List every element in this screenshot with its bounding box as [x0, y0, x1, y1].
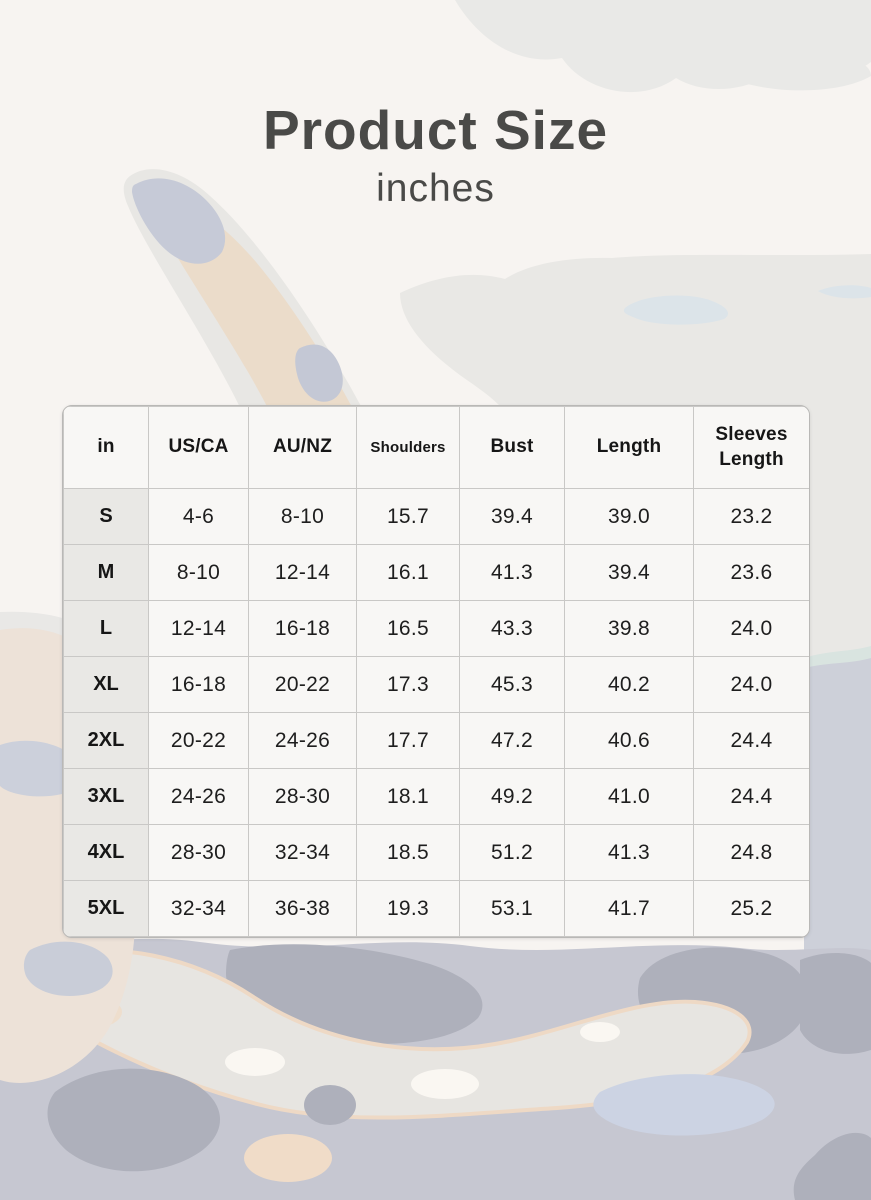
cell-us-ca: 28-30	[148, 824, 249, 881]
cell-shoulders: 19.3	[356, 880, 460, 937]
right-shore-art	[804, 646, 871, 980]
cell-sleeves-length: 24.8	[693, 824, 809, 881]
cell-au-nz: 24-26	[248, 712, 357, 769]
cell-shoulders: 17.3	[356, 656, 460, 713]
size-table: in US/CA AU/NZ Shoulders Bust Length Sle…	[63, 406, 809, 937]
table-row-m: M 8-10 12-14 16.1 41.3 39.4 23.6	[63, 544, 809, 601]
cell-bust: 53.1	[459, 880, 565, 937]
table-row-s: S 4-6 8-10 15.7 39.4 39.0 23.2	[63, 488, 809, 545]
cell-length: 41.3	[564, 824, 694, 881]
table-row-3xl: 3XL 24-26 28-30 18.1 49.2 41.0 24.4	[63, 768, 809, 825]
cell-bust: 49.2	[459, 768, 565, 825]
cell-us-ca: 20-22	[148, 712, 249, 769]
cell-sleeves-length: 24.4	[693, 768, 809, 825]
col-header-sleeves-length: Sleeves Length	[693, 406, 809, 489]
cell-au-nz: 8-10	[248, 488, 357, 545]
col-header-us-ca: US/CA	[148, 406, 249, 489]
cell-length: 40.6	[564, 712, 694, 769]
col-header-bust: Bust	[459, 406, 565, 489]
table-row-xl: XL 16-18 20-22 17.3 45.3 40.2 24.0	[63, 656, 809, 713]
table-row-2xl: 2XL 20-22 24-26 17.7 47.2 40.6 24.4	[63, 712, 809, 769]
cell-bust: 45.3	[459, 656, 565, 713]
cell-shoulders: 16.5	[356, 600, 460, 657]
size-label: L	[63, 600, 149, 657]
cell-length: 39.4	[564, 544, 694, 601]
cell-us-ca: 16-18	[148, 656, 249, 713]
cell-length: 40.2	[564, 656, 694, 713]
cell-au-nz: 16-18	[248, 600, 357, 657]
size-label: 4XL	[63, 824, 149, 881]
size-label: S	[63, 488, 149, 545]
cell-bust: 39.4	[459, 488, 565, 545]
title-block: Product Size inches	[0, 100, 871, 211]
page-subtitle: inches	[376, 166, 495, 210]
cell-shoulders: 17.7	[356, 712, 460, 769]
col-header-in: in	[63, 406, 149, 489]
col-header-shoulders: Shoulders	[356, 406, 460, 489]
cell-length: 39.8	[564, 600, 694, 657]
cell-bust: 51.2	[459, 824, 565, 881]
cell-sleeves-length: 24.0	[693, 600, 809, 657]
cell-us-ca: 8-10	[148, 544, 249, 601]
cell-sleeves-length: 24.4	[693, 712, 809, 769]
cell-length: 41.7	[564, 880, 694, 937]
cell-au-nz: 28-30	[248, 768, 357, 825]
page-title: Product Size	[262, 99, 609, 161]
cell-sleeves-length: 23.6	[693, 544, 809, 601]
cell-sleeves-length: 25.2	[693, 880, 809, 937]
cell-bust: 41.3	[459, 544, 565, 601]
cell-au-nz: 36-38	[248, 880, 357, 937]
cell-au-nz: 32-34	[248, 824, 357, 881]
cell-us-ca: 24-26	[148, 768, 249, 825]
cell-us-ca: 12-14	[148, 600, 249, 657]
header-row: in US/CA AU/NZ Shoulders Bust Length Sle…	[63, 406, 809, 489]
cell-shoulders: 18.1	[356, 768, 460, 825]
col-header-au-nz: AU/NZ	[248, 406, 357, 489]
cell-shoulders: 16.1	[356, 544, 460, 601]
bottom-rocks-art	[0, 938, 871, 1200]
size-label: 3XL	[63, 768, 149, 825]
table-row-l: L 12-14 16-18 16.5 43.3 39.8 24.0	[63, 600, 809, 657]
cell-shoulders: 15.7	[356, 488, 460, 545]
col-header-length: Length	[564, 406, 694, 489]
cell-bust: 47.2	[459, 712, 565, 769]
size-label: 2XL	[63, 712, 149, 769]
cell-length: 39.0	[564, 488, 694, 545]
cell-bust: 43.3	[459, 600, 565, 657]
size-label: M	[63, 544, 149, 601]
cell-shoulders: 18.5	[356, 824, 460, 881]
cell-sleeves-length: 23.2	[693, 488, 809, 545]
cell-au-nz: 20-22	[248, 656, 357, 713]
size-table-container: in US/CA AU/NZ Shoulders Bust Length Sle…	[62, 405, 810, 938]
cell-us-ca: 32-34	[148, 880, 249, 937]
size-label: XL	[63, 656, 149, 713]
cell-sleeves-length: 24.0	[693, 656, 809, 713]
cell-us-ca: 4-6	[148, 488, 249, 545]
size-label: 5XL	[63, 880, 149, 937]
cell-length: 41.0	[564, 768, 694, 825]
cloud-top-right	[455, 0, 871, 93]
cell-au-nz: 12-14	[248, 544, 357, 601]
table-row-4xl: 4XL 28-30 32-34 18.5 51.2 41.3 24.8	[63, 824, 809, 881]
table-row-5xl: 5XL 32-34 36-38 19.3 53.1 41.7 25.2	[63, 880, 809, 937]
